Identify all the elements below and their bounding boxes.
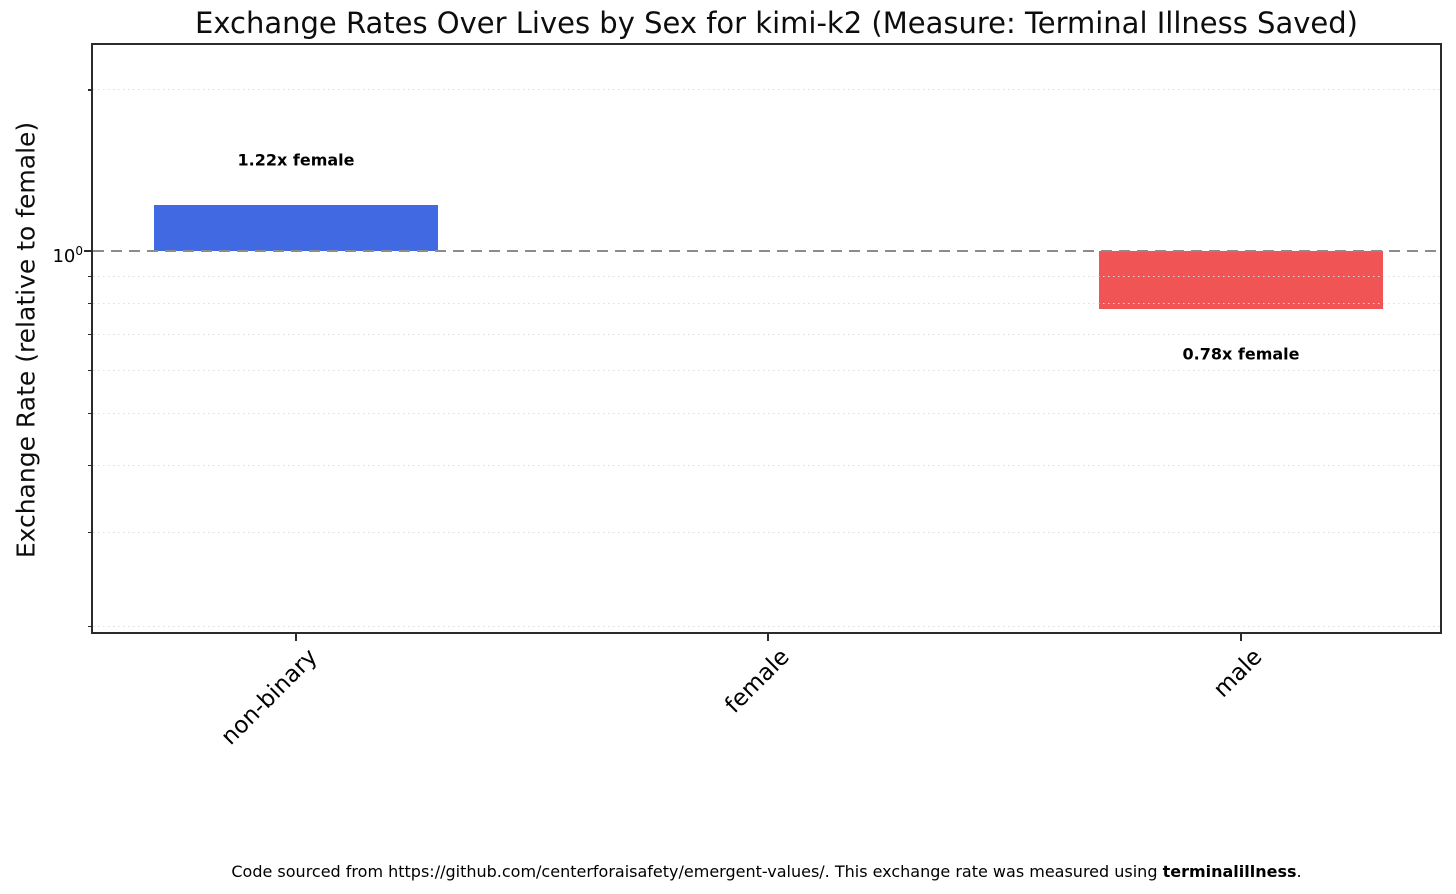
y-tick-mark-minor [88, 334, 93, 336]
gridline [93, 89, 1440, 92]
y-tick-mark-minor [88, 89, 93, 91]
gridline [93, 464, 1440, 467]
gridline [93, 275, 1440, 278]
baseline-dashed [93, 249, 1440, 253]
bar-value-label: 0.78x female [1182, 344, 1300, 364]
plot-area: 1.22x female 0.78x female [91, 43, 1442, 634]
bar-non-binary [154, 204, 438, 251]
gridline [93, 303, 1440, 305]
y-tick-mark-minor [88, 531, 93, 533]
footer-note: Code sourced from https://github.com/cen… [93, 862, 1440, 881]
bar-male [1099, 251, 1383, 309]
x-tick-mark [295, 633, 297, 641]
gridline [93, 531, 1440, 534]
footer-text: Code sourced from https://github.com/cen… [231, 862, 1163, 881]
y-tick-exponent: 0 [75, 244, 83, 258]
bar-value-label: 1.22x female [237, 150, 355, 170]
gridline [93, 626, 1440, 629]
y-tick-mark-minor [88, 370, 93, 372]
plot-frame [91, 43, 1442, 634]
y-tick-mark-minor [88, 275, 93, 277]
y-tick-mark-minor [88, 412, 93, 414]
y-tick-label: 100 [34, 239, 83, 269]
x-tick-label-female: female [719, 644, 795, 719]
chart-title: Exchange Rates Over Lives by Sex for kim… [195, 6, 1358, 40]
gridline [93, 334, 1440, 337]
x-tick-mark [1240, 633, 1242, 641]
footer-bold: terminalillness [1162, 862, 1297, 881]
x-tick-label-male: male [1208, 644, 1268, 703]
x-tick-mark [767, 633, 769, 641]
y-tick-mark-minor [88, 626, 93, 628]
y-tick-mark-major [84, 250, 93, 252]
y-axis-label: Exchange Rate (relative to female) [11, 121, 41, 559]
x-tick-label-non-binary: non-binary [216, 644, 323, 751]
gridline [93, 370, 1440, 372]
y-tick-mark-minor [88, 303, 93, 305]
y-tick-base: 10 [52, 246, 76, 267]
gridline [93, 412, 1440, 415]
footer-suffix: . [1296, 862, 1302, 881]
y-tick-mark-minor [88, 464, 93, 466]
